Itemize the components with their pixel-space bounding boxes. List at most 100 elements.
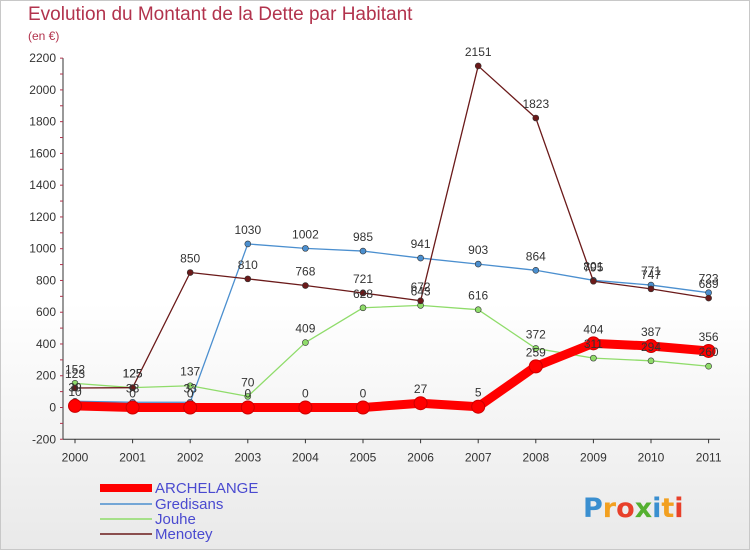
data-point [302, 282, 309, 289]
data-point [125, 400, 140, 415]
data-point [532, 266, 540, 274]
data-label: 643 [411, 284, 431, 298]
data-point [240, 400, 255, 415]
data-label: 152 [65, 362, 85, 376]
x-tick-label: 2001 [119, 450, 146, 464]
data-point [590, 277, 597, 285]
data-label: 125 [123, 367, 143, 381]
data-label: 0 [360, 387, 367, 401]
data-point [590, 354, 597, 362]
y-tick-label: 200 [36, 369, 56, 383]
series-line [74, 243, 710, 403]
y-tick-label: 1600 [29, 146, 56, 160]
y-tick-label: 1400 [29, 178, 56, 192]
data-point [705, 362, 712, 370]
data-point [474, 62, 482, 70]
data-label: 137 [180, 365, 200, 379]
series-gredisans [71, 240, 712, 406]
data-label: 123 [65, 367, 85, 381]
data-label: 1823 [522, 97, 549, 111]
data-label: 941 [411, 237, 431, 251]
data-point [183, 400, 198, 415]
legend-item-jouhe: Jouhe [100, 511, 196, 528]
data-label: 0 [129, 387, 136, 401]
y-tick-label: 2200 [29, 51, 56, 65]
y-tick-label: 1800 [29, 115, 56, 129]
data-point [471, 399, 486, 414]
data-label: 985 [353, 230, 373, 244]
data-label: 1030 [234, 223, 261, 237]
series-archelange [68, 336, 716, 415]
svg-text:Proxiti: Proxiti [583, 493, 684, 524]
data-label: 850 [180, 252, 200, 266]
x-tick-label: 2004 [292, 450, 319, 464]
x-tick-label: 2010 [638, 450, 665, 464]
legend-label: Menotey [155, 526, 213, 543]
y-tick-label: 600 [36, 305, 56, 319]
data-label: 0 [302, 387, 309, 401]
data-label: 628 [353, 287, 373, 301]
data-point [413, 396, 428, 411]
legend-label: ARCHELANGE [155, 480, 258, 497]
data-point [68, 398, 82, 413]
y-tick-label: 400 [36, 337, 56, 351]
data-label: 801 [583, 259, 603, 273]
data-point [705, 294, 712, 302]
data-label: 387 [641, 325, 661, 339]
x-tick-label: 2011 [696, 450, 722, 464]
data-label: 768 [295, 265, 315, 279]
data-point [359, 304, 367, 312]
x-tick-label: 2005 [350, 450, 377, 464]
data-point [644, 339, 658, 354]
data-point [298, 400, 313, 415]
data-point [129, 384, 136, 391]
data-label: 409 [295, 322, 315, 336]
data-label: 311 [584, 337, 603, 351]
data-point [528, 359, 543, 374]
y-tick-label: 800 [36, 273, 56, 287]
data-point [586, 336, 601, 351]
y-tick-label: 2000 [29, 83, 56, 97]
data-point [302, 245, 309, 252]
data-label: 39 [68, 380, 82, 394]
series-line [70, 338, 714, 412]
x-tick-label: 2006 [407, 450, 434, 464]
data-point [186, 382, 194, 390]
data-label: 771 [641, 264, 661, 278]
chart-subtitle: (en €) [28, 29, 60, 43]
data-label: 294 [641, 340, 661, 354]
data-point [417, 297, 424, 305]
data-point [474, 260, 482, 268]
legend-label: Gredisans [155, 496, 223, 513]
data-point [532, 345, 540, 352]
data-label: 810 [238, 258, 258, 272]
data-point [701, 343, 716, 358]
x-tick-label: 2000 [62, 450, 89, 464]
data-point [417, 254, 424, 262]
data-label: 689 [699, 277, 719, 291]
data-point [532, 114, 540, 122]
data-label: 672 [411, 280, 431, 294]
data-label: 721 [353, 272, 373, 286]
data-labels: 10 0 0 0 0 0 27 5 259 404 387 356 39 33 33 1030 1002 985 9… [65, 45, 719, 401]
data-label: 0 [187, 387, 194, 401]
legend-item-archelange: ARCHELANGE [100, 480, 258, 497]
data-point [244, 393, 252, 400]
data-point [244, 240, 252, 248]
x-tick-label: 2003 [234, 450, 261, 464]
x-tick-label: 2009 [580, 450, 607, 464]
data-point [647, 285, 655, 293]
series-menotey [71, 62, 712, 392]
series-jouhe [71, 302, 712, 400]
x-tick-label: 2008 [522, 450, 549, 464]
data-label: 356 [699, 330, 719, 344]
data-point [71, 384, 79, 392]
data-label: 795 [583, 260, 603, 274]
data-point [647, 357, 655, 365]
series-layer [68, 62, 716, 415]
data-label: 372 [526, 327, 546, 341]
x-tick-label: 2007 [465, 450, 492, 464]
data-label: 723 [699, 272, 719, 286]
